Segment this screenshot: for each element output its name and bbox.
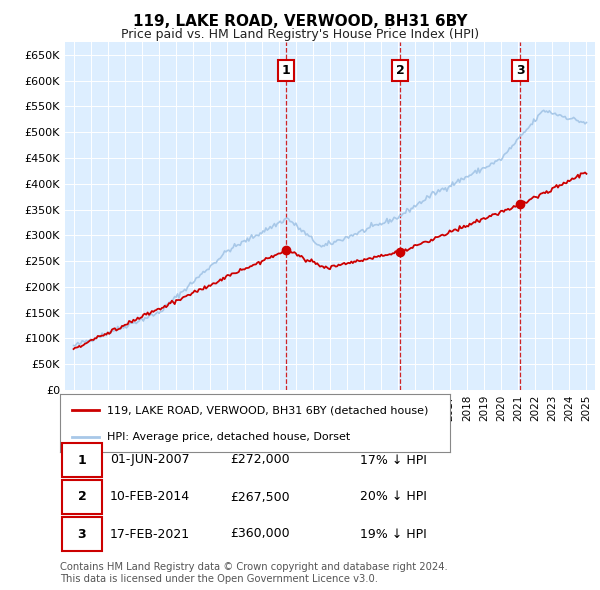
Text: 10-FEB-2014: 10-FEB-2014 xyxy=(110,490,190,503)
Text: 2: 2 xyxy=(77,490,86,503)
Text: 1: 1 xyxy=(77,454,86,467)
Text: 2: 2 xyxy=(396,64,404,77)
Text: Contains HM Land Registry data © Crown copyright and database right 2024.
This d: Contains HM Land Registry data © Crown c… xyxy=(60,562,448,584)
Text: 17% ↓ HPI: 17% ↓ HPI xyxy=(360,454,427,467)
Text: £360,000: £360,000 xyxy=(230,527,290,540)
Text: 1: 1 xyxy=(281,64,290,77)
Text: £272,000: £272,000 xyxy=(230,454,290,467)
Text: 01-JUN-2007: 01-JUN-2007 xyxy=(110,454,190,467)
Text: 119, LAKE ROAD, VERWOOD, BH31 6BY: 119, LAKE ROAD, VERWOOD, BH31 6BY xyxy=(133,14,467,29)
Text: 3: 3 xyxy=(77,527,86,540)
Text: 19% ↓ HPI: 19% ↓ HPI xyxy=(360,527,427,540)
Text: 119, LAKE ROAD, VERWOOD, BH31 6BY (detached house): 119, LAKE ROAD, VERWOOD, BH31 6BY (detac… xyxy=(107,405,428,415)
Text: 3: 3 xyxy=(516,64,524,77)
Text: £267,500: £267,500 xyxy=(230,490,290,503)
Text: Price paid vs. HM Land Registry's House Price Index (HPI): Price paid vs. HM Land Registry's House … xyxy=(121,28,479,41)
Text: HPI: Average price, detached house, Dorset: HPI: Average price, detached house, Dors… xyxy=(107,432,350,442)
Text: 20% ↓ HPI: 20% ↓ HPI xyxy=(360,490,427,503)
Text: 17-FEB-2021: 17-FEB-2021 xyxy=(110,527,190,540)
